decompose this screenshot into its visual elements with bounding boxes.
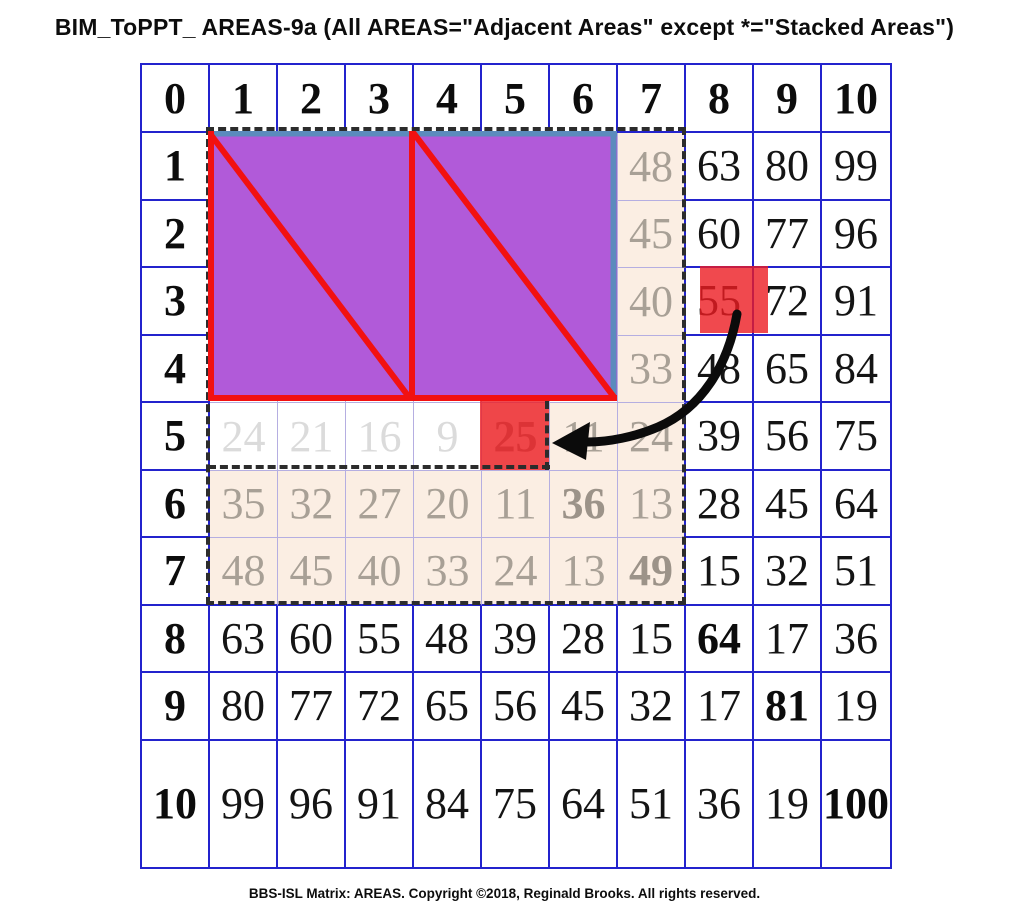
- grid-cell-r8c5: 39: [482, 605, 550, 673]
- grid-cell-r6c3: 27: [346, 470, 414, 538]
- grid-cell-r9c5: 56: [482, 673, 550, 741]
- grid-cell-r9c9: 81: [754, 673, 822, 741]
- grid-cell-r10c2: 96: [278, 740, 346, 867]
- grid-cell-r1c10: 99: [822, 133, 890, 201]
- grid-cell-r6c10: 64: [822, 470, 890, 538]
- grid-cell-r7c5: 24: [482, 538, 550, 606]
- grid-cell-r10c8: 36: [686, 740, 754, 867]
- grid-cell-r8c9: 17: [754, 605, 822, 673]
- grid-cell-r2c9: 77: [754, 200, 822, 268]
- grid-cell-r10c9: 19: [754, 740, 822, 867]
- grid-cell-r8c8: 64: [686, 605, 754, 673]
- red-square-25: [480, 401, 549, 470]
- dotted-inner-line-vertical: [545, 401, 549, 470]
- grid-cell-r10c3: 91: [346, 740, 414, 867]
- grid-cell-r7c6: 13: [550, 538, 618, 606]
- grid-cell-r9c6: 45: [550, 673, 618, 741]
- grid-cell-r8c10: 36: [822, 605, 890, 673]
- grid-cell-r7c2: 45: [278, 538, 346, 606]
- grid-cell-r5c0: 5: [142, 403, 210, 471]
- grid-cell-r7c8: 15: [686, 538, 754, 606]
- grid-cell-r0c8: 8: [686, 65, 754, 133]
- grid-cell-r10c10: 100: [822, 740, 890, 867]
- grid-cell-r9c10: 19: [822, 673, 890, 741]
- grid-cell-r6c8: 28: [686, 470, 754, 538]
- grid-cell-r0c3: 3: [346, 65, 414, 133]
- grid-cell-r7c0: 7: [142, 538, 210, 606]
- grid-cell-r9c2: 77: [278, 673, 346, 741]
- grid-cell-r5c9: 56: [754, 403, 822, 471]
- grid-cell-r1c0: 1: [142, 133, 210, 201]
- grid-cell-r9c4: 65: [414, 673, 482, 741]
- grid-cell-r2c8: 60: [686, 200, 754, 268]
- grid-cell-r0c9: 9: [754, 65, 822, 133]
- grid-cell-r0c4: 4: [414, 65, 482, 133]
- purple-areas-block: [205, 129, 620, 403]
- grid-cell-r3c10: 91: [822, 268, 890, 336]
- grid-cell-r4c10: 84: [822, 335, 890, 403]
- grid-cell-r5c3: 16: [346, 403, 414, 471]
- grid-cell-r10c1: 99: [210, 740, 278, 867]
- grid-cell-r2c0: 2: [142, 200, 210, 268]
- grid-cell-r6c4: 20: [414, 470, 482, 538]
- grid-cell-r10c7: 51: [618, 740, 686, 867]
- curved-arrow-icon: [552, 309, 742, 460]
- grid-cell-r1c9: 80: [754, 133, 822, 201]
- grid-cell-r6c7: 13: [618, 470, 686, 538]
- grid-cell-r5c1: 24: [210, 403, 278, 471]
- grid-cell-r0c7: 7: [618, 65, 686, 133]
- grid-cell-r0c2: 2: [278, 65, 346, 133]
- grid-cell-r6c2: 32: [278, 470, 346, 538]
- grid-cell-r6c9: 45: [754, 470, 822, 538]
- grid-cell-r0c5: 5: [482, 65, 550, 133]
- grid-cell-r3c0: 3: [142, 268, 210, 336]
- dotted-inner-line-horizontal: [208, 465, 550, 469]
- copyright-footer: BBS-ISL Matrix: AREAS. Copyright ©2018, …: [248, 886, 761, 901]
- grid-cell-r8c0: 8: [142, 605, 210, 673]
- grid-cell-r1c7: 48: [618, 133, 686, 201]
- grid-cell-r6c5: 11: [482, 470, 550, 538]
- grid-cell-r9c0: 9: [142, 673, 210, 741]
- grid-cell-r9c3: 72: [346, 673, 414, 741]
- grid-cell-r0c6: 6: [550, 65, 618, 133]
- grid-cell-r8c1: 63: [210, 605, 278, 673]
- grid-cell-r10c4: 84: [414, 740, 482, 867]
- grid-cell-r10c5: 75: [482, 740, 550, 867]
- grid-cell-r5c8: 39: [686, 403, 754, 471]
- grid-cell-r7c1: 48: [210, 538, 278, 606]
- grid-cell-r6c0: 6: [142, 470, 210, 538]
- grid-cell-r9c1: 80: [210, 673, 278, 741]
- grid-cell-r9c8: 17: [686, 673, 754, 741]
- grid-cell-r10c0: 10: [142, 740, 210, 867]
- grid-cell-r4c0: 4: [142, 335, 210, 403]
- grid-cell-r8c2: 60: [278, 605, 346, 673]
- grid-cell-r8c6: 28: [550, 605, 618, 673]
- grid-cell-r9c7: 32: [618, 673, 686, 741]
- grid-cell-r7c10: 51: [822, 538, 890, 606]
- grid-cell-r7c7: 49: [618, 538, 686, 606]
- grid-cell-r0c10: 10: [822, 65, 890, 133]
- grid-cell-r2c7: 45: [618, 200, 686, 268]
- grid-cell-r4c7: 33: [618, 335, 686, 403]
- grid-cell-r0c1: 1: [210, 65, 278, 133]
- grid-cell-r10c6: 64: [550, 740, 618, 867]
- grid-cell-r8c7: 15: [618, 605, 686, 673]
- grid-cell-r2c10: 96: [822, 200, 890, 268]
- grid-cell-r8c4: 48: [414, 605, 482, 673]
- grid-cell-r6c1: 35: [210, 470, 278, 538]
- grid-cell-r0c0: 0: [142, 65, 210, 133]
- grid-cell-r7c9: 32: [754, 538, 822, 606]
- grid-cell-r7c4: 33: [414, 538, 482, 606]
- grid-cell-r5c2: 21: [278, 403, 346, 471]
- grid-cell-r8c3: 55: [346, 605, 414, 673]
- grid-cell-r4c9: 65: [754, 335, 822, 403]
- grid-cell-r1c8: 63: [686, 133, 754, 201]
- grid-cell-r6c6: 36: [550, 470, 618, 538]
- triangle-overlay-icon: [205, 129, 620, 403]
- page-title: BIM_ToPPT_ AREAS-9a (All AREAS="Adjacent…: [54, 14, 955, 40]
- grid-cell-r3c7: 40: [618, 268, 686, 336]
- grid-cell-r5c10: 75: [822, 403, 890, 471]
- grid-cell-r5c4: 9: [414, 403, 482, 471]
